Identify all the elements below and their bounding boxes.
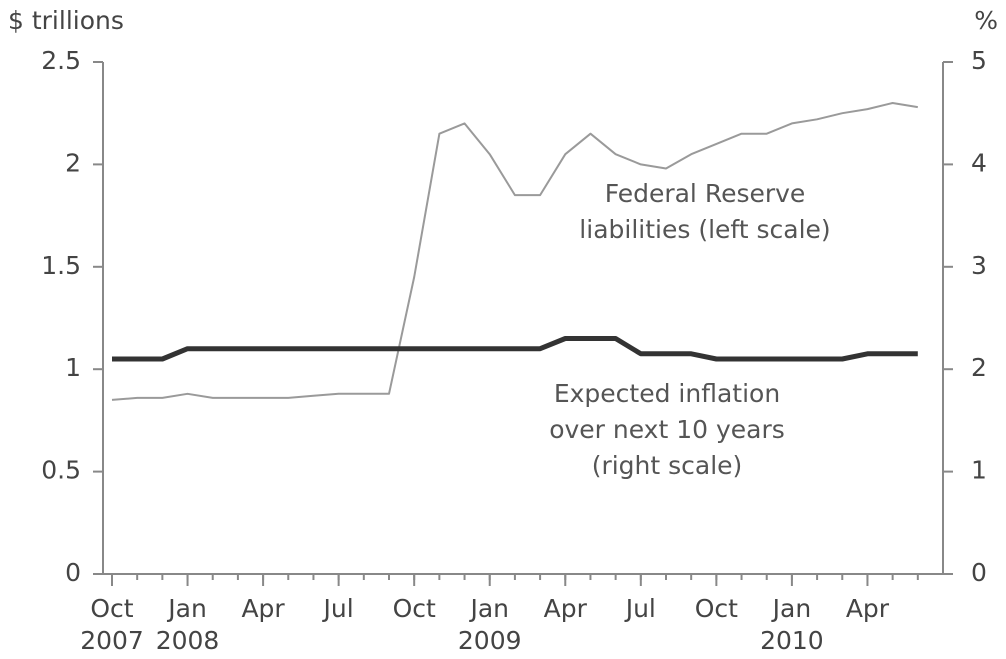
y-tick-label: 2.5 — [41, 46, 81, 75]
x-tick-label: Jul — [322, 594, 354, 623]
x-tick-label: Jul — [624, 594, 656, 623]
x-tick-label: Jan — [771, 594, 812, 623]
y2-tick-label: 2 — [971, 353, 987, 382]
y-tick-label: 0.5 — [41, 456, 81, 485]
y2-tick-label: 3 — [971, 251, 987, 280]
y-tick-label: 1.5 — [41, 251, 81, 280]
x-tick-label: Apr — [544, 594, 588, 623]
y2-tick-label: 1 — [971, 456, 987, 485]
annotation: Expected inflation — [554, 379, 780, 408]
series-line — [111, 102, 918, 401]
x-tick-label: Apr — [241, 594, 285, 623]
x-tick-label: Oct — [695, 594, 738, 623]
annotation: liabilities (left scale) — [579, 215, 830, 244]
x-tick-label: Jan — [166, 594, 207, 623]
y-tick-label: 0 — [65, 558, 81, 587]
y2-axis-unit: % — [974, 6, 998, 35]
x-year-label: 2009 — [458, 626, 522, 655]
annotation: over next 10 years — [549, 415, 785, 444]
x-tick-label: Oct — [90, 594, 133, 623]
series-line — [112, 336, 918, 362]
y-axis-unit: $ trillions — [8, 6, 124, 35]
y2-tick-label: 5 — [971, 46, 987, 75]
x-year-label: 2008 — [156, 626, 220, 655]
y-tick-label: 2 — [65, 148, 81, 177]
x-year-label: 2007 — [80, 626, 144, 655]
y-tick-label: 1 — [65, 353, 81, 382]
x-year-label: 2010 — [760, 626, 824, 655]
x-tick-label: Apr — [846, 594, 890, 623]
x-tick-label: Jan — [468, 594, 509, 623]
annotation: (right scale) — [592, 451, 743, 480]
y2-tick-label: 4 — [971, 148, 987, 177]
x-tick-label: Oct — [393, 594, 436, 623]
y2-tick-label: 0 — [971, 558, 987, 587]
annotation: Federal Reserve — [605, 179, 806, 208]
